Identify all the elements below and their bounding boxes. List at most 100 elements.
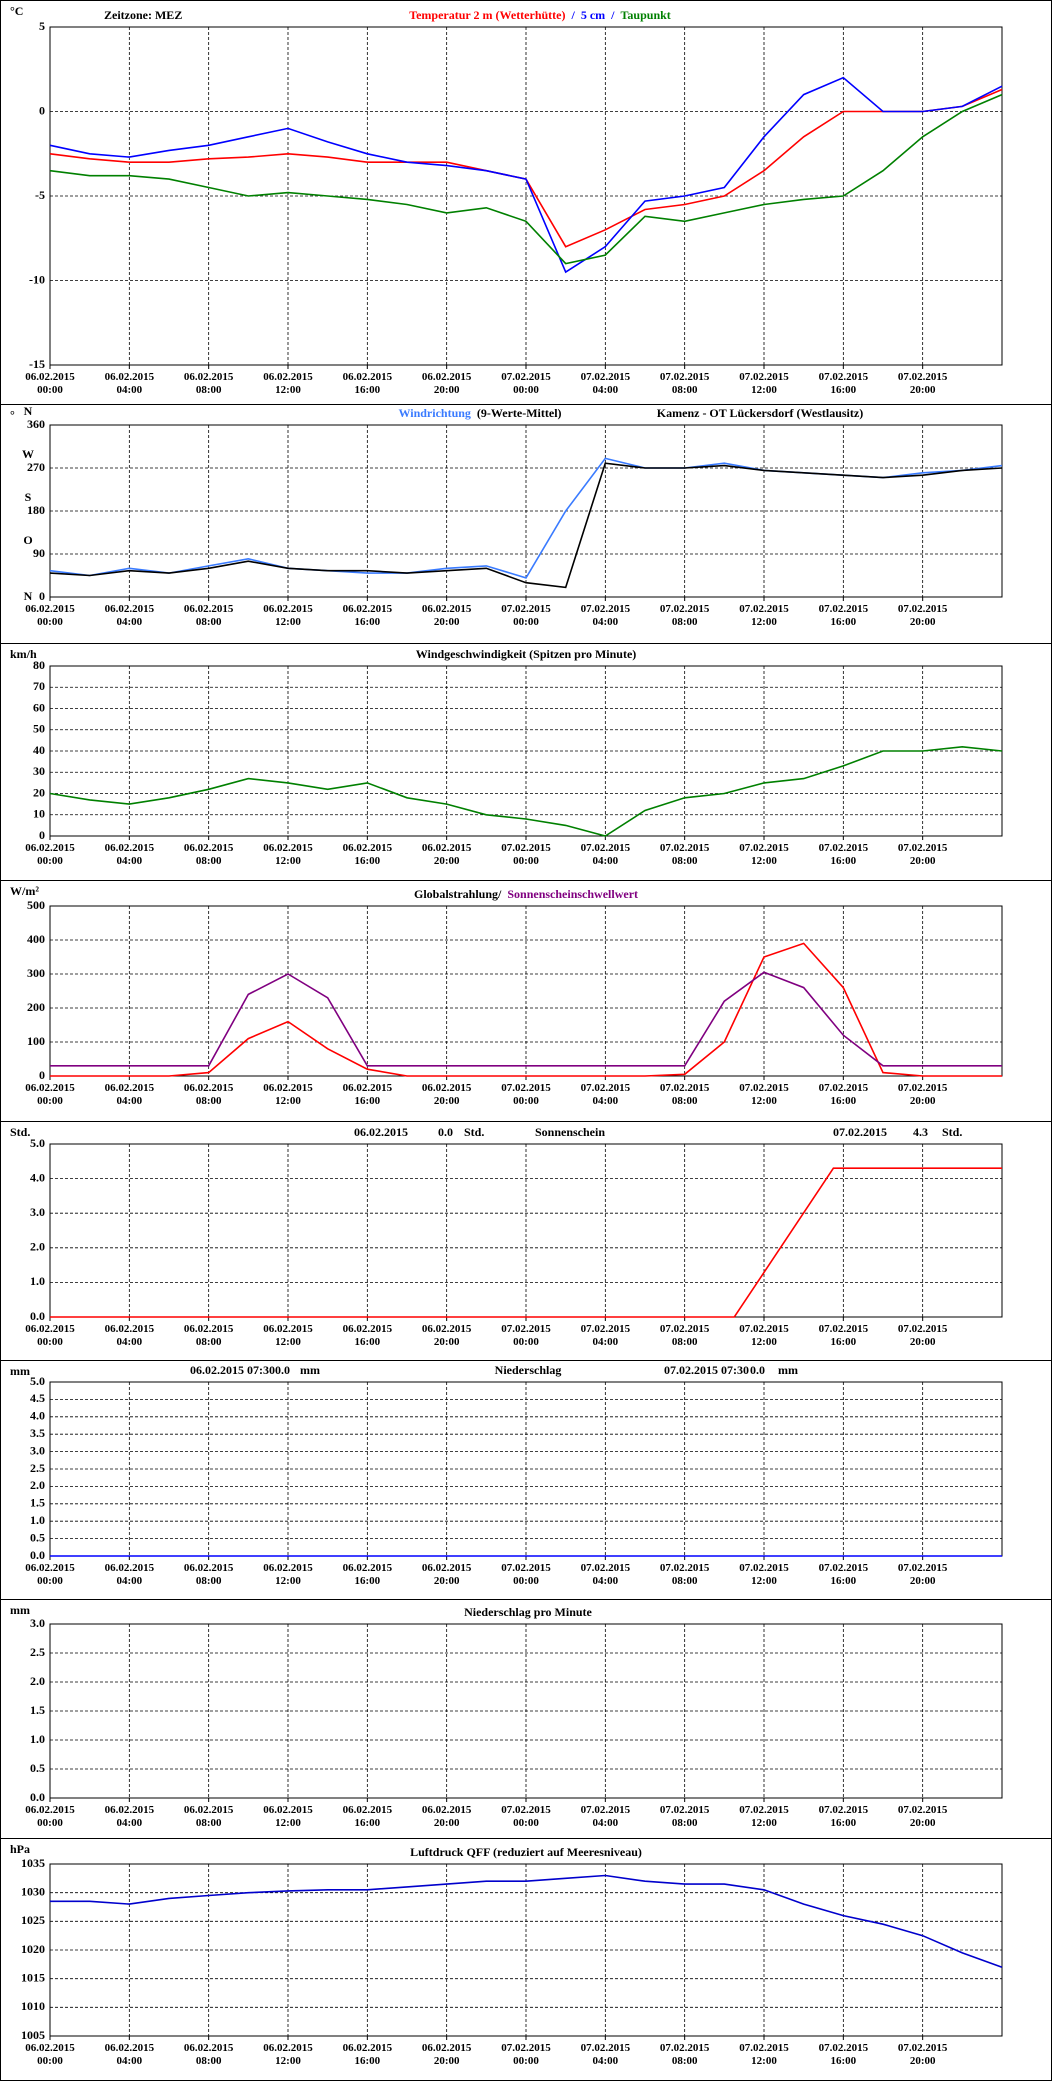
y-tick-label: 1010 [21,1999,45,2013]
y-tick-label: 5.0 [30,1136,45,1150]
y-tick-label: 50 [33,722,45,736]
y-tick-label: 20 [33,785,45,799]
x-tick-label: 07.02.2015 08:00 [659,1562,710,1587]
x-tick-label: 06.02.2015 08:00 [183,371,234,396]
x-tick-label: 06.02.2015 12:00 [263,2042,313,2067]
x-tick-label: 06.02.2015 04:00 [104,1804,155,1829]
x-tick-label: 07.02.2015 12:00 [739,1082,789,1107]
y-tick-label: -5 [35,188,45,202]
x-tick-label: 06.02.2015 04:00 [104,1082,155,1107]
y-tick-label: 3.5 [30,1426,45,1440]
x-tick-label: 06.02.2015 00:00 [25,603,75,628]
x-tick-label: 07.02.2015 20:00 [897,371,948,396]
x-tick-label: 06.02.2015 12:00 [263,371,313,396]
y-tick-label: 300 [27,966,45,980]
legend-entry: Temperatur 2 m (Wetterhütte) [409,8,565,22]
x-tick-label: 06.02.2015 00:00 [25,2042,75,2067]
annotation: 06.02.2015 07:30 [190,1363,275,1377]
x-tick-label: 07.02.2015 04:00 [580,1562,631,1587]
y-tick-label: 1035 [21,1856,45,1870]
x-tick-label: 07.02.2015 04:00 [580,1323,631,1348]
x-tick-label: 06.02.2015 00:00 [25,842,75,867]
y-tick-label: 2.0 [30,1674,45,1688]
y-tick-label: 0.5 [30,1761,45,1775]
x-tick-label: 07.02.2015 08:00 [659,1804,710,1829]
x-tick-label: 06.02.2015 20:00 [421,1323,472,1348]
x-tick-label: 06.02.2015 20:00 [421,842,472,867]
y-unit: ° [10,408,15,422]
legend: Temperatur 2 m (Wetterhütte) / 5 cm / Taupun… [409,8,671,22]
y-tick-label: 360 [27,417,45,431]
y-unit: Std. [10,1125,30,1139]
y-tick-label: 0.0 [30,1309,45,1323]
y-tick-label: 1005 [21,2028,45,2042]
y-unit: W/m² [10,884,39,898]
y-tick-label: 0.0 [30,1790,45,1804]
chart-title: Windgeschwindigkeit (Spitzen pro Minute) [416,647,637,661]
x-tick-label: 07.02.2015 20:00 [897,1804,948,1829]
x-tick-label: 06.02.2015 12:00 [263,1323,313,1348]
x-tick-label: 06.02.2015 12:00 [263,1562,313,1587]
x-tick-label: 07.02.2015 12:00 [739,1562,789,1587]
x-tick-label: 06.02.2015 16:00 [342,371,393,396]
plot-frame [49,1863,1003,2037]
x-tick-label: 06.02.2015 12:00 [263,603,313,628]
y-tick-label: 1.5 [30,1496,45,1510]
x-tick-label: 06.02.2015 08:00 [183,1082,234,1107]
plot-frame [49,424,1003,598]
y-tick-label: 1020 [21,1942,45,1956]
x-tick-label: 06.02.2015 04:00 [104,2042,155,2067]
x-tick-label: 07.02.2015 16:00 [818,1804,869,1829]
x-tick-label: 07.02.2015 08:00 [659,1323,710,1348]
y-tick-label: 0 [39,828,45,842]
x-tick-label: 06.02.2015 16:00 [342,2042,393,2067]
data-line [49,93,1003,265]
x-tick-label: 06.02.2015 04:00 [104,603,155,628]
data-line [50,942,1002,1077]
y-tick-label: 30 [33,764,45,778]
legend-entry: (9-Werte-Mittel) [477,406,562,420]
y-tick-label: 200 [27,1000,45,1014]
y-tick-label: 60 [33,700,45,714]
y-tick-label: 0 [39,1068,45,1082]
data-line [50,1167,1002,1318]
annotation: 0.0 [438,1125,453,1139]
x-tick-label: 07.02.2015 16:00 [818,842,869,867]
y-unit: hPa [10,1842,30,1856]
direction-label: S [25,490,32,504]
x-tick-label: 07.02.2015 00:00 [501,371,551,396]
x-tick-label: 07.02.2015 04:00 [580,1804,631,1829]
x-tick-label: 07.02.2015 20:00 [897,842,948,867]
x-tick-label: 07.02.2015 00:00 [501,842,551,867]
x-tick-label: 06.02.2015 16:00 [342,1804,393,1829]
legend: Globalstrahlung/Sonnenscheinschwellwert [414,887,638,901]
x-tick-label: 07.02.2015 16:00 [818,603,869,628]
y-tick-label: 40 [33,743,45,757]
legend-separator: / [610,8,615,22]
x-tick-label: 07.02.2015 08:00 [659,2042,710,2067]
x-tick-label: 06.02.2015 12:00 [263,1082,313,1107]
x-tick-label: 07.02.2015 04:00 [580,842,631,867]
y-tick-label: 2.5 [30,1645,45,1659]
x-tick-label: 07.02.2015 16:00 [818,1082,869,1107]
x-tick-label: 06.02.2015 16:00 [342,1323,393,1348]
legend: Windrichtung (9-Werte-Mittel) [398,406,561,420]
y-unit: °C [10,4,23,18]
x-tick-label: 07.02.2015 12:00 [739,603,789,628]
y-unit: mm [10,1364,30,1378]
x-tick-label: 07.02.2015 00:00 [501,1562,551,1587]
y-tick-label: 0 [39,103,45,117]
x-tick-label: 06.02.2015 04:00 [104,371,155,396]
x-tick-label: 06.02.2015 20:00 [421,1562,472,1587]
y-tick-label: 1015 [21,1970,45,1984]
plot-frame [49,26,1003,366]
x-tick-label: 06.02.2015 04:00 [104,842,155,867]
y-tick-label: 4.0 [30,1409,45,1423]
x-tick-label: 07.02.2015 16:00 [818,371,869,396]
x-tick-label: 06.02.2015 08:00 [183,2042,234,2067]
y-tick-label: 5.0 [30,1374,45,1388]
x-tick-label: 07.02.2015 20:00 [897,2042,948,2067]
annotation: 07.02.2015 [833,1125,887,1139]
y-tick-label: 5 [39,19,45,33]
